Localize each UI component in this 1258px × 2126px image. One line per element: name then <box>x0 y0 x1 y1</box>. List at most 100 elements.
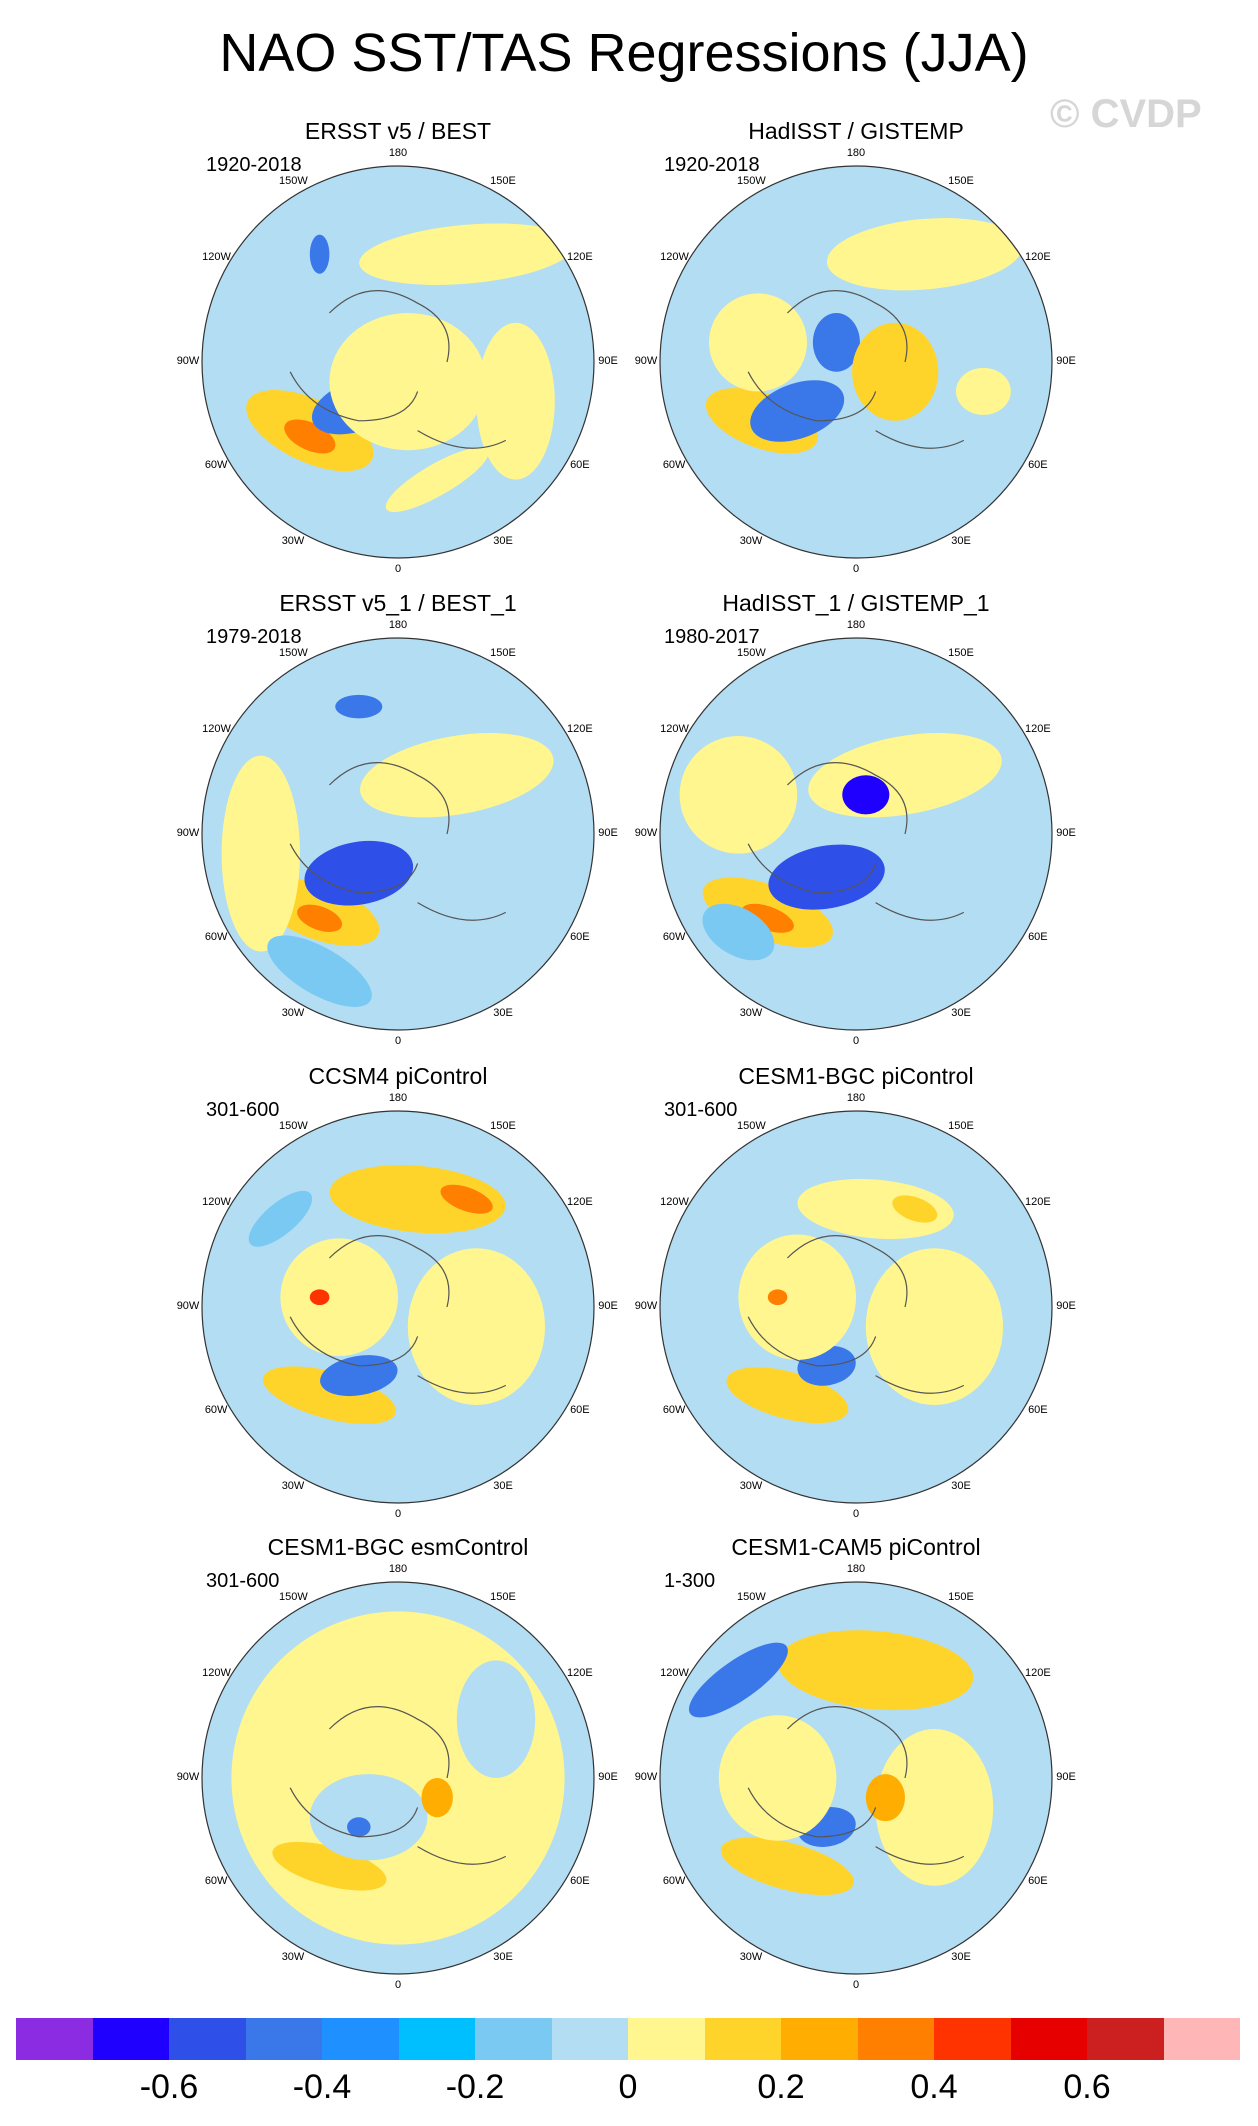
anomaly-contour <box>421 1778 453 1818</box>
longitude-label: 30E <box>493 535 513 548</box>
colorbar-swatch <box>857 2018 935 2060</box>
coastline <box>417 430 507 449</box>
coastline <box>289 843 419 894</box>
longitude-label: 120E <box>567 251 593 263</box>
longitude-label: 60E <box>1028 1875 1048 1887</box>
anomaly-contour <box>797 1178 954 1240</box>
longitude-label: 60W <box>662 931 686 943</box>
longitude-label: 120W <box>660 1667 689 1679</box>
anomaly-contour <box>267 935 372 1007</box>
longitude-label: 60W <box>662 1404 686 1416</box>
coastline <box>417 1846 507 1865</box>
colorbar-label: 0.2 <box>757 2068 805 2106</box>
anomaly-contour <box>309 1289 330 1306</box>
anomaly-contour <box>875 1729 994 1886</box>
map-border <box>201 1110 595 1504</box>
anomaly-contour <box>347 1817 371 1837</box>
longitude-label: 90E <box>598 827 618 839</box>
longitude-label: 90W <box>176 1771 200 1783</box>
colorbar-label: 0 <box>618 2068 638 2106</box>
colorbar-label: -0.6 <box>139 2068 199 2106</box>
anomaly-contour <box>865 1248 1003 1405</box>
map-border <box>659 1110 1053 1504</box>
coastline <box>875 1375 965 1394</box>
longitude-label: 120E <box>1025 1196 1051 1208</box>
coastline <box>328 1706 450 1779</box>
colorbar-label: 0.6 <box>1063 2068 1111 2106</box>
period-label: 301-600 <box>206 1099 280 1121</box>
coastline <box>289 1316 419 1367</box>
anomaly-contour <box>248 1190 313 1247</box>
period-label: 1980-2017 <box>664 626 760 648</box>
anomaly-contour <box>320 1355 398 1397</box>
coastline <box>786 1706 908 1779</box>
longitude-label: 150W <box>737 174 766 187</box>
panel-title: HadISST / GISTEMP <box>748 118 964 144</box>
longitude-label: 0 <box>394 563 402 575</box>
longitude-label: 60E <box>570 459 590 471</box>
longitude-label: 90W <box>176 1300 200 1312</box>
longitude-label: 30E <box>493 1007 513 1020</box>
anomaly-contour <box>738 1234 856 1360</box>
longitude-label: 120E <box>1025 251 1051 263</box>
polar-map <box>201 1581 595 1975</box>
main-title: NAO SST/TAS Regressions (JJA) <box>219 23 1029 83</box>
longitude-label: 150E <box>490 646 516 659</box>
longitude-label: 60E <box>570 1404 590 1416</box>
longitude-label: 60E <box>1028 459 1048 471</box>
colorbar-swatch <box>322 2018 400 2060</box>
longitude-label: 30W <box>739 1951 763 1964</box>
longitude-label: 120W <box>660 1196 689 1208</box>
longitude-label: 150W <box>737 1590 766 1603</box>
anomaly-contour <box>679 736 798 854</box>
panel-title: CESM1-BGC esmControl <box>267 1534 529 1560</box>
colorbar-swatch <box>551 2018 629 2060</box>
longitude-label: 180 <box>388 619 408 631</box>
anomaly-contour <box>280 1238 398 1356</box>
anomaly-contour <box>407 1248 545 1405</box>
longitude-label: 120W <box>202 1196 231 1208</box>
longitude-label: 0 <box>394 1035 402 1047</box>
longitude-label: 150W <box>279 1590 308 1603</box>
longitude-label: 180 <box>388 1563 408 1575</box>
longitude-label: 60W <box>662 1875 686 1887</box>
anomaly-contour <box>750 380 845 442</box>
longitude-label: 150W <box>737 646 766 659</box>
longitude-label: 180 <box>846 147 866 159</box>
colorbar-swatch <box>169 2018 247 2060</box>
longitude-label: 0 <box>394 1508 402 1520</box>
polar-map <box>201 637 595 1031</box>
longitude-label: 30E <box>951 1951 971 1964</box>
colorbar-swatch <box>781 2018 859 2060</box>
polar-map <box>659 1110 1053 1504</box>
anomaly-contour <box>221 755 300 952</box>
polar-map <box>201 1110 595 1504</box>
longitude-label: 150E <box>490 1590 516 1603</box>
anomaly-contour <box>476 322 555 480</box>
longitude-label: 90W <box>176 827 200 839</box>
coastline <box>747 1316 877 1367</box>
longitude-label: 30E <box>951 1007 971 1020</box>
longitude-label: 150E <box>948 1119 974 1132</box>
coastline <box>786 1235 908 1308</box>
longitude-label: 120W <box>202 251 231 263</box>
longitude-label: 180 <box>846 1563 866 1575</box>
longitude-label: 30W <box>281 1951 305 1964</box>
longitude-label: 60E <box>1028 1404 1048 1416</box>
anomaly-contour <box>272 1841 387 1891</box>
map-border <box>201 637 595 1031</box>
longitude-label: 30E <box>493 1951 513 1964</box>
period-label: 301-600 <box>206 1570 280 1592</box>
colorbar-swatch <box>16 2018 94 2060</box>
coastline <box>328 290 450 363</box>
longitude-label: 0 <box>852 1508 860 1520</box>
anomaly-contour <box>767 1289 788 1306</box>
anomaly-contour <box>777 1630 974 1711</box>
longitude-label: 90E <box>1056 1771 1076 1783</box>
longitude-label: 180 <box>388 1092 408 1104</box>
longitude-label: 150W <box>279 174 308 187</box>
coastline <box>289 1787 419 1838</box>
map-border <box>201 165 595 559</box>
anomaly-contour <box>741 903 794 933</box>
anomaly-contour <box>231 1611 565 1945</box>
